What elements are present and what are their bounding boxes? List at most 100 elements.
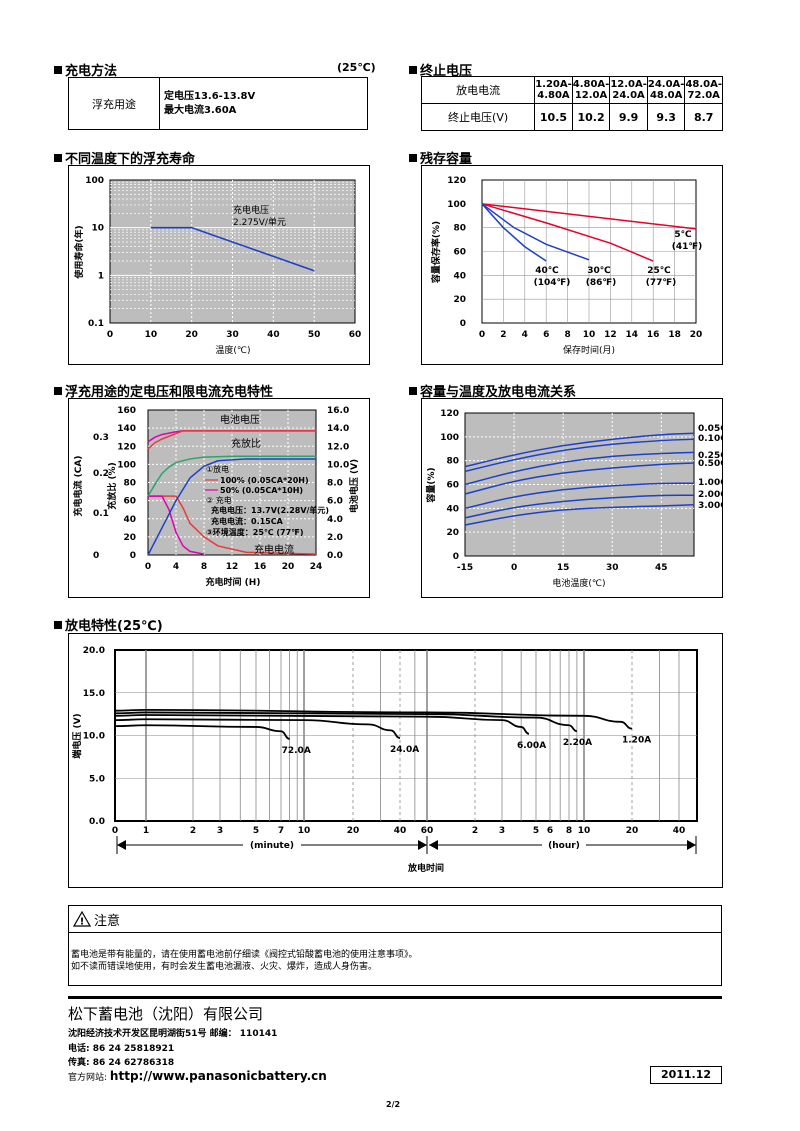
company-fax: 传真: 86 24 62786318 bbox=[68, 1058, 175, 1068]
ret-ylabel: 容量保存率(%) bbox=[430, 221, 442, 284]
y-tick-voltage: 8.0 bbox=[327, 479, 343, 489]
captemp-series-1 bbox=[464, 438, 695, 473]
y-tick-voltage: 2.0 bbox=[327, 533, 343, 543]
web-url[interactable]: http://www.panasonicbattery.cn bbox=[109, 1069, 327, 1083]
captemp-series-label: 1.00CA bbox=[698, 478, 723, 488]
doc-date: 2011.12 bbox=[650, 1066, 722, 1084]
ret-label-5c: 5℃ bbox=[674, 230, 691, 240]
life-chart: 0 10 20 30 40 50 60 0.1 1 10 100 充电电压 2.275V/单元 温度… bbox=[68, 165, 370, 365]
hour-label: (hour) bbox=[548, 841, 580, 851]
x-tick-label: 12 bbox=[604, 330, 617, 340]
company-name: 松下蓄电池（沈阳）有限公司 bbox=[68, 1005, 264, 1023]
discharge-series-label: 6.00A bbox=[517, 741, 546, 751]
y-tick-label: 40 bbox=[453, 271, 466, 281]
float-series-5 bbox=[147, 458, 316, 556]
fl-n1a: 100% (0.05CA*20H) bbox=[220, 476, 309, 485]
y-tick-label: 20 bbox=[453, 295, 466, 305]
life-series-line bbox=[150, 226, 315, 272]
x-tick-label: 30 bbox=[226, 330, 239, 340]
bullet-square-icon bbox=[409, 387, 417, 395]
x-tick-hour: 20 bbox=[626, 826, 639, 836]
fl-n1: ①放电 bbox=[206, 464, 229, 474]
y-tick-ratio: 0 bbox=[130, 551, 136, 561]
charge-line2: 最大电流3.60A bbox=[164, 104, 237, 116]
ret-label-40f: (104℉) bbox=[534, 278, 571, 288]
x-tick-hour: 6 bbox=[547, 826, 553, 836]
ret-label-30c: 30℃ bbox=[587, 266, 611, 276]
discharge-title: 放电特性(25℃) bbox=[54, 615, 163, 634]
x-tick-hour: 10 bbox=[578, 826, 591, 836]
retention-chart: 0 2 4 6 8 10 12 14 16 18 20 0 20 40 60 80 100 120 5℃ (41℉… bbox=[421, 165, 723, 365]
y-tick-label: 20 bbox=[446, 528, 459, 538]
x-tick-label: -15 bbox=[457, 563, 473, 573]
y-tick-label: 10 bbox=[91, 224, 104, 234]
cutoff-current-4: 48.0A- 72.0A bbox=[684, 76, 723, 104]
y-tick-current: 0.2 bbox=[93, 469, 109, 479]
y-tick-label: 0.1 bbox=[88, 319, 104, 329]
x-tick-label: 16 bbox=[647, 330, 660, 340]
ret-label-25f: (77℉) bbox=[646, 278, 677, 288]
fl-lbl-voltage: 电池电压 bbox=[220, 413, 260, 426]
y-tick-ratio: 120 bbox=[117, 442, 136, 452]
discharge-chart: 0.05.010.015.020.00 1 2 3 5 7 10 20 40 60 2 3 5 6 8 10 2… bbox=[68, 633, 723, 888]
fl-xlabel: 充电时间 (H) bbox=[206, 576, 261, 588]
cutoff-voltage-4: 8.7 bbox=[684, 103, 723, 131]
x-tick-label: 8 bbox=[201, 562, 207, 572]
ret-label-25c: 25℃ bbox=[647, 266, 671, 276]
bullet-square-icon bbox=[54, 621, 62, 629]
x-tick-label: 0 bbox=[511, 563, 517, 573]
ret-label-40c: 40℃ bbox=[535, 266, 559, 276]
x-tick-label: 4 bbox=[173, 562, 179, 572]
discharge-series-4 bbox=[114, 708, 633, 730]
life-ann1: 充电电压 bbox=[233, 204, 269, 216]
float-series-0 bbox=[147, 455, 316, 497]
captemp-title: 容量与温度及放电电流关系 bbox=[409, 381, 576, 400]
cutoff-row2-label: 终止电压(V) bbox=[420, 103, 536, 131]
retention-series-1 bbox=[481, 203, 654, 262]
x-tick-minute: 2 bbox=[190, 826, 196, 836]
hour-label-bg bbox=[542, 838, 586, 852]
life-ylabel: 使用寿命(年) bbox=[73, 225, 85, 279]
discharge-series-label: 1.20A bbox=[622, 736, 651, 746]
y-tick-label: 60 bbox=[453, 248, 466, 258]
discharge-series-1 bbox=[114, 718, 401, 739]
x-tick-label: 24 bbox=[310, 562, 323, 572]
company-web: 官方网站: http://www.panasonicbattery.cn bbox=[68, 1069, 327, 1083]
y-tick-ratio: 100 bbox=[117, 460, 136, 470]
charge-temp: (25℃) bbox=[337, 61, 376, 74]
y-tick-label: 100 bbox=[440, 433, 459, 443]
page-number: 2/2 bbox=[386, 1100, 401, 1109]
y-tick-label: 120 bbox=[447, 176, 466, 186]
x-tick-label: 14 bbox=[626, 330, 639, 340]
y-tick-voltage: 0.0 bbox=[327, 551, 343, 561]
discharge-series-label: 72.0A bbox=[282, 746, 311, 756]
bullet-square-icon bbox=[409, 154, 417, 162]
arrow-right-icon bbox=[418, 840, 427, 850]
x-tick-label: 20 bbox=[185, 330, 198, 340]
x-tick-minute: 5 bbox=[253, 826, 259, 836]
fl-ylabel-right: 电池电压 (V) bbox=[348, 459, 360, 513]
fl-lbl-current: 充电电流 bbox=[254, 543, 294, 556]
fl-n2: ② 充电 bbox=[206, 495, 232, 505]
charge-values: 定电压13.6-13.8V 最大电流3.60A bbox=[159, 77, 368, 130]
y-tick-ratio: 20 bbox=[123, 533, 136, 543]
x-tick-hour: 5 bbox=[533, 826, 539, 836]
cutoff-row1-label: 放电电流 bbox=[420, 76, 536, 104]
ret-label-30f: (86℉) bbox=[586, 278, 617, 288]
x-tick-hour: 3 bbox=[499, 826, 505, 836]
y-tick-current: 0 bbox=[93, 551, 99, 561]
captemp-series-4 bbox=[464, 482, 694, 510]
cutoff-voltage-2: 9.9 bbox=[609, 103, 648, 131]
charge-line1: 定电压13.6-13.8V bbox=[164, 90, 256, 102]
arrow-left-icon bbox=[429, 840, 438, 850]
y-tick-voltage: 16.0 bbox=[327, 406, 349, 416]
y-tick-label: 0 bbox=[460, 319, 466, 329]
discharge-series-label: 2.20A bbox=[563, 738, 592, 748]
fl-ylabel-mid: 充放比 (%) bbox=[106, 462, 118, 509]
x-tick-label: 50 bbox=[308, 330, 321, 340]
y-tick-ratio: 60 bbox=[123, 497, 136, 507]
cutoff-voltage-0: 10.5 bbox=[534, 103, 573, 131]
x-tick-minute: 0 bbox=[112, 826, 118, 836]
svg-text:!: ! bbox=[80, 917, 85, 928]
company-address: 沈阳经济技术开发区昆明湖街51号 邮编： 110141 bbox=[68, 1029, 278, 1039]
